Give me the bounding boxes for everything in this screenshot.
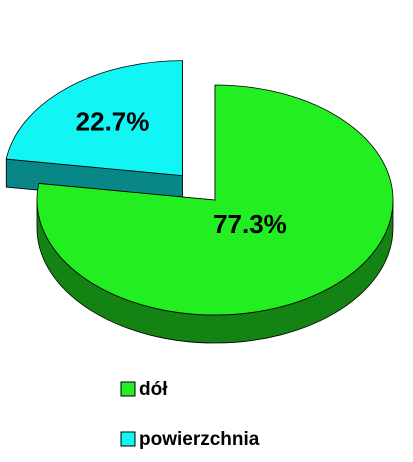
data-label: 22.7% [76,106,150,136]
legend-label: powierzchnia [139,429,260,450]
slice [36,84,394,344]
legend-swatch [120,431,136,447]
slice-top [36,84,394,316]
legend-label: dół [139,379,168,400]
data-label: 77.3% [213,209,287,239]
slice-top [5,60,183,177]
legend-swatch [120,381,136,397]
